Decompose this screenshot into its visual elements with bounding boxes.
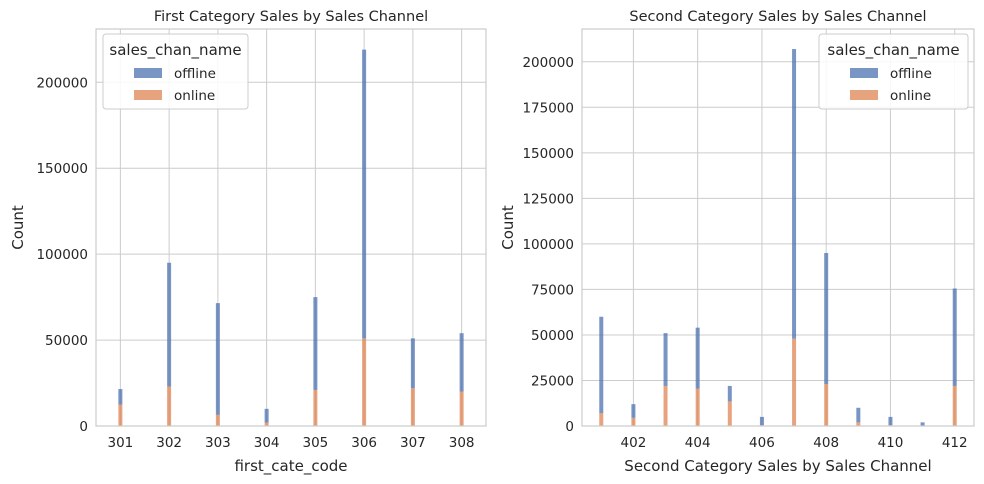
legend-entry-offline: offline (174, 66, 216, 82)
x-tick-label: 404 (685, 435, 711, 451)
x-tick-label: 308 (449, 435, 475, 451)
bar-online-408 (824, 384, 829, 426)
bar-offline-304 (264, 408, 269, 423)
bar-offline-307 (410, 338, 415, 389)
bar-offline-402 (631, 404, 636, 418)
bar-online-404 (695, 388, 700, 426)
y-tick-label: 200000 (36, 75, 88, 91)
bar-online-401 (599, 413, 604, 426)
x-tick-label: 408 (813, 435, 839, 451)
chart-first-category: 0 50000 100000 150000 200000 301 302 303 304 305 3… (9, 9, 487, 476)
x-tick-label: 305 (302, 435, 328, 451)
legend-swatch-offline (850, 68, 878, 78)
bar-offline-408 (824, 252, 829, 385)
bar-online-412 (952, 385, 957, 426)
y-tick-label: 50000 (45, 333, 88, 349)
y-tick-label: 50000 (531, 328, 574, 344)
legend-title: sales_chan_name (827, 41, 959, 60)
y-tick-label: 175000 (522, 100, 574, 116)
bar-offline-403 (663, 333, 668, 386)
bar-online-304 (264, 422, 269, 426)
bar-online-308 (459, 391, 464, 426)
legend-swatch-online (850, 90, 878, 100)
y-tick-label: 150000 (522, 146, 574, 162)
legend-title: sales_chan_name (109, 41, 241, 60)
bar-offline-301 (118, 389, 123, 405)
bar-online-307 (410, 388, 415, 426)
x-axis-label: Second Category Sales by Sales Channel (624, 457, 931, 475)
bar-offline-308 (459, 333, 464, 392)
chart-title: Second Category Sales by Sales Channel (629, 9, 926, 25)
bar-offline-409 (856, 407, 861, 423)
x-tick-label: 304 (254, 435, 280, 451)
x-tick-label: 406 (749, 435, 775, 451)
chart-title: First Category Sales by Sales Channel (154, 9, 428, 25)
x-tick-label: 402 (621, 435, 647, 451)
y-tick-label: 200000 (522, 55, 574, 71)
y-tick-label: 100000 (522, 237, 574, 253)
bar-offline-404 (695, 327, 700, 389)
axes-frame (581, 28, 975, 427)
y-tick-label: 100000 (36, 247, 88, 263)
bar-offline-405 (727, 385, 732, 402)
y-axis-label: Count (9, 205, 27, 250)
bar-online-405 (727, 401, 732, 426)
y-tick-label: 150000 (36, 161, 88, 177)
bar-online-402 (631, 417, 636, 426)
x-tick-label: 302 (156, 435, 182, 451)
bar-offline-401 (599, 316, 604, 414)
y-tick-label: 125000 (522, 191, 574, 207)
y-tick-label: 25000 (531, 373, 574, 389)
y-tick-label: 75000 (531, 282, 574, 298)
bar-offline-411 (920, 422, 925, 426)
chart-second-category: 0 25000 50000 75000 100000 125000 150000 175000… (499, 9, 975, 475)
bar-offline-303 (215, 303, 220, 415)
bar-online-407 (792, 338, 797, 426)
bar-offline-306 (362, 49, 367, 339)
bar-online-303 (215, 414, 220, 426)
axes-frame (95, 28, 487, 427)
bar-online-306 (362, 338, 367, 426)
bar-offline-305 (313, 297, 318, 390)
legend-entry-offline: offline (890, 66, 932, 82)
x-tick-label: 412 (942, 435, 968, 451)
y-axis-label: Count (499, 205, 517, 250)
bar-offline-412 (952, 288, 957, 386)
x-tick-label: 303 (205, 435, 231, 451)
x-tick-label: 301 (107, 435, 133, 451)
bar-offline-407 (792, 49, 797, 339)
x-tick-label: 306 (351, 435, 377, 451)
y-tick-label: 0 (79, 419, 88, 435)
legend-entry-online: online (890, 88, 931, 104)
bar-online-403 (663, 385, 668, 426)
bar-online-302 (167, 386, 172, 426)
bar-offline-410 (888, 416, 893, 426)
y-tick-label: 0 (565, 419, 574, 435)
legend-swatch-online (134, 90, 162, 100)
bar-online-301 (118, 404, 123, 426)
x-tick-label: 410 (878, 435, 904, 451)
legend-entry-online: online (174, 88, 215, 104)
x-axis-label: first_cate_code (234, 457, 347, 476)
x-tick-label: 307 (400, 435, 426, 451)
legend-swatch-offline (134, 68, 162, 78)
bar-offline-302 (167, 262, 172, 387)
bar-online-409 (856, 422, 861, 426)
bar-offline-406 (759, 416, 764, 426)
bar-online-305 (313, 389, 318, 426)
